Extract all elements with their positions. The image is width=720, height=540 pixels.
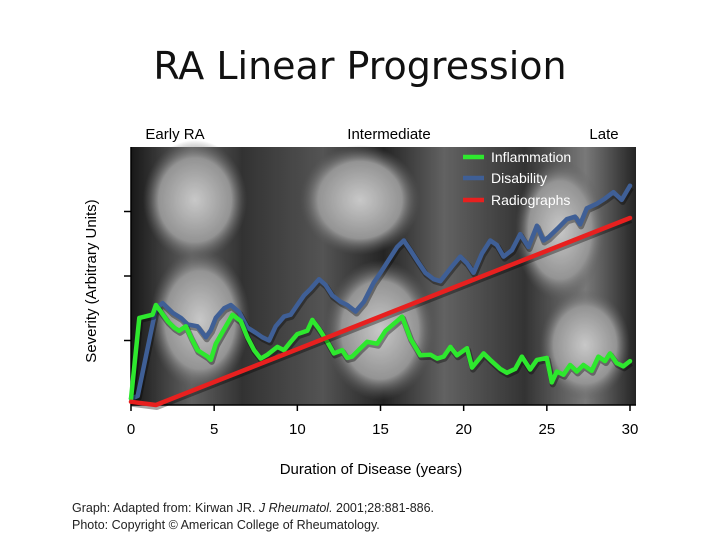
x-axis-title: Duration of Disease (years) <box>280 461 463 478</box>
x-tick-label: 30 <box>622 421 639 438</box>
source-line-photo: Photo: Copyright © American College of R… <box>72 518 380 532</box>
source-note: Graph: Adapted from: Kirwan JR. J Rheuma… <box>72 500 434 534</box>
series-line-inflammation <box>128 302 633 401</box>
x-tick-labels: 0 5 10 15 20 25 30 <box>127 421 639 438</box>
series-layer <box>128 183 634 410</box>
x-tick-label: 15 <box>372 421 389 438</box>
source-citation: 2001;28:881-886. <box>332 501 435 515</box>
legend-label-radiographs: Radiographs <box>491 192 570 208</box>
x-tick-label: 5 <box>210 421 218 438</box>
x-tick-label: 20 <box>455 421 472 438</box>
y-ticks <box>124 210 131 342</box>
legend: Inflammation Disability Radiographs <box>463 149 571 208</box>
x-tick-label: 25 <box>538 421 555 438</box>
xray-photo <box>131 140 636 405</box>
phase-label-late: Late <box>589 126 618 143</box>
source-line-graph: Graph: Adapted from: Kirwan JR. J Rheuma… <box>72 500 434 517</box>
x-ticks <box>130 405 631 411</box>
legend-label-disability: Disability <box>491 170 547 186</box>
y-axis-title: Severity (Arbitrary Units) <box>83 199 100 362</box>
series-line-radiographs <box>128 215 633 408</box>
slide-title: RA Linear Progression <box>153 44 567 88</box>
x-tick-label: 10 <box>289 421 306 438</box>
x-tick-label: 0 <box>127 421 135 438</box>
phase-label-early: Early RA <box>145 126 204 143</box>
source-journal: J Rheumatol. <box>258 501 333 515</box>
phase-label-intermediate: Intermediate <box>347 126 430 143</box>
series-line-disability <box>128 183 633 401</box>
legend-label-inflammation: Inflammation <box>491 149 571 165</box>
source-graph-text: Graph: Adapted from: Kirwan JR. <box>72 501 259 515</box>
